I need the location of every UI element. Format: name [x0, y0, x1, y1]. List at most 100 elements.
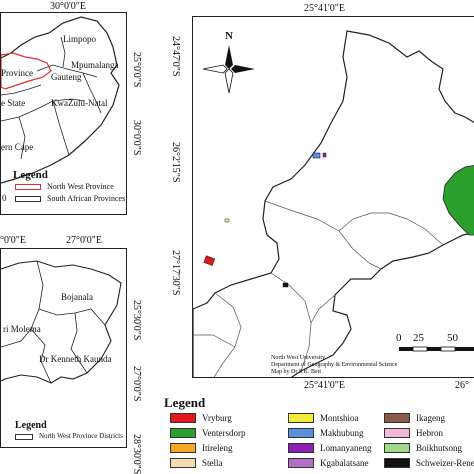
cut-text: 0 — [2, 193, 7, 203]
province-border — [36, 64, 98, 78]
makhubung-swatch — [288, 428, 314, 438]
lomanyaneng-patch — [322, 152, 327, 158]
legend-item-makhubung: Makhubung — [288, 428, 364, 438]
legend-label: Schweizer-Reneke — [416, 457, 474, 468]
vryburg-patch — [203, 255, 216, 266]
legend-item-schweizer-reneke: Schweizer-Reneke — [384, 458, 474, 468]
credit-line-1: North West University — [271, 355, 326, 361]
sa-right-coord-1: 25°0'0"S — [131, 52, 142, 88]
scale-tick-50: 50 — [447, 332, 458, 344]
label-eastern-cape: ern Cape — [1, 142, 34, 152]
makhubung-patch — [312, 152, 321, 159]
municipal-border — [193, 334, 236, 348]
legend-label: Kgabalatsane — [320, 457, 369, 468]
main-map: N 0 25 50 North West University Departme… — [192, 16, 474, 378]
legend-label: Itireleng — [202, 442, 233, 453]
sa-legend-item-provinces: South African Provinces — [15, 195, 125, 203]
district-border — [70, 312, 88, 374]
inset-south-africa-map: Limpopo Province Gauteng Mpumalanga e St… — [0, 12, 127, 215]
sa-legend-label: North West Province — [47, 182, 114, 191]
sa-right-coord-2: 30°0'0"S — [131, 120, 142, 156]
districts-legend-title: Legend — [15, 420, 47, 431]
credit-line-2: Department of Geography & Environmental … — [271, 362, 398, 368]
stella-patch — [224, 218, 230, 223]
north-label: N — [225, 30, 233, 42]
legend-item-lomanyaneng: Lomanyaneng — [288, 443, 371, 453]
sa-legend-item-north-west: North West Province — [15, 183, 114, 191]
province-border — [18, 116, 26, 160]
hebron-swatch — [384, 428, 410, 438]
province-border — [60, 36, 66, 68]
legend-label: Hebron — [416, 427, 443, 438]
schweizer-reneke-patch — [282, 282, 289, 288]
credit-line-3: Map by Dr S.K. Bett — [271, 369, 321, 375]
legend-item-ventersdorp: Ventersdorp — [170, 428, 246, 438]
districts-left-coord: °0'0"E — [0, 235, 26, 246]
legend-label: Vryburg — [202, 412, 232, 423]
province-border — [52, 100, 70, 156]
black-outline-swatch — [15, 196, 41, 202]
legend-item-itireleng: Itireleng — [170, 443, 233, 453]
main-left-coord-2: 26°2'15"S — [170, 142, 181, 183]
sa-legend-label: South African Provinces — [47, 194, 126, 203]
legend-item-kgabalatsane: Kgabalatsane — [288, 458, 368, 468]
municipal-border — [264, 200, 382, 270]
label-kwazulu-natal: KwaZulu-Natal — [51, 98, 108, 108]
districts-right-coord-3: 28°30'0"S — [131, 434, 142, 474]
districts-right-coord-1: 25°30'0"S — [131, 300, 142, 341]
red-outline-swatch — [15, 184, 41, 190]
scale-tick-0: 0 — [396, 332, 402, 344]
schweizer-reneke-swatch — [384, 458, 410, 468]
label-limpopo: Limpopo — [63, 34, 96, 44]
main-bottom-coord-2: 26° — [455, 380, 469, 391]
north-arrow-icon — [202, 45, 255, 94]
province-border — [82, 72, 102, 114]
main-top-coord: 25°41'0"E — [304, 3, 345, 14]
label-free-state: e State — [1, 98, 26, 108]
districts-right-coord-2: 27°0'0"S — [131, 366, 142, 402]
ikageng-swatch — [384, 413, 410, 423]
ventersdorp-swatch — [170, 428, 196, 438]
legend-label: Makhubung — [320, 427, 364, 438]
legend-label: Ikageng — [416, 412, 445, 423]
legend-label: Boikhutsong — [416, 442, 463, 453]
district-border — [38, 308, 106, 326]
itireleng-swatch — [170, 443, 196, 453]
vryburg-swatch — [170, 413, 196, 423]
lomanyaneng-swatch — [288, 443, 314, 453]
legend-item-vryburg: Vryburg — [170, 413, 232, 423]
districts-top-coord: 27°0'0"E — [66, 235, 102, 246]
sa-top-coord: 30°0'0"E — [50, 1, 86, 12]
district-border — [30, 328, 52, 384]
label-gauteng: Gauteng — [51, 72, 82, 82]
legend-label: Ventersdorp — [202, 427, 246, 438]
legend-label: Montshioa — [320, 412, 359, 423]
label-bojanala: Bojanala — [61, 292, 93, 302]
municipal-border — [338, 212, 444, 246]
boikhutsong-swatch — [384, 443, 410, 453]
districts-legend-label: North West Province Districts — [39, 432, 123, 440]
legend-item-hebron: Hebron — [384, 428, 443, 438]
main-legend-title: Legend — [164, 395, 206, 410]
municipal-border — [213, 292, 242, 377]
legend-label: Lomanyaneng — [320, 442, 372, 453]
main-bottom-coord-1: 25°41'0"E — [304, 380, 345, 391]
scale-bar — [399, 346, 474, 352]
districts-outline — [1, 260, 122, 384]
legend-item-montshioa: Montshioa — [288, 413, 359, 423]
province-border — [1, 84, 42, 96]
districts-legend-item: North West Province Districts — [15, 433, 123, 440]
south-africa-outline — [1, 16, 120, 184]
inset-districts-map: Bojanala ri Molema Dr Kenneth Kaunda Leg… — [0, 248, 127, 448]
kgabalatsane-swatch — [288, 458, 314, 468]
north-west-province — [1, 52, 52, 90]
label-north-west-province: Province — [1, 68, 33, 78]
legend-item-boikhutsong: Boikhutsong — [384, 443, 462, 453]
montshioa-swatch — [288, 413, 314, 423]
main-left-coord-3: 27°17'30"S — [170, 250, 181, 296]
legend-label: Stella — [202, 457, 223, 468]
stella-swatch — [170, 458, 196, 468]
municipal-border — [310, 294, 336, 324]
label-dr-kenneth-kaunda: Dr Kenneth Kaunda — [39, 354, 112, 364]
province-border — [1, 98, 86, 122]
